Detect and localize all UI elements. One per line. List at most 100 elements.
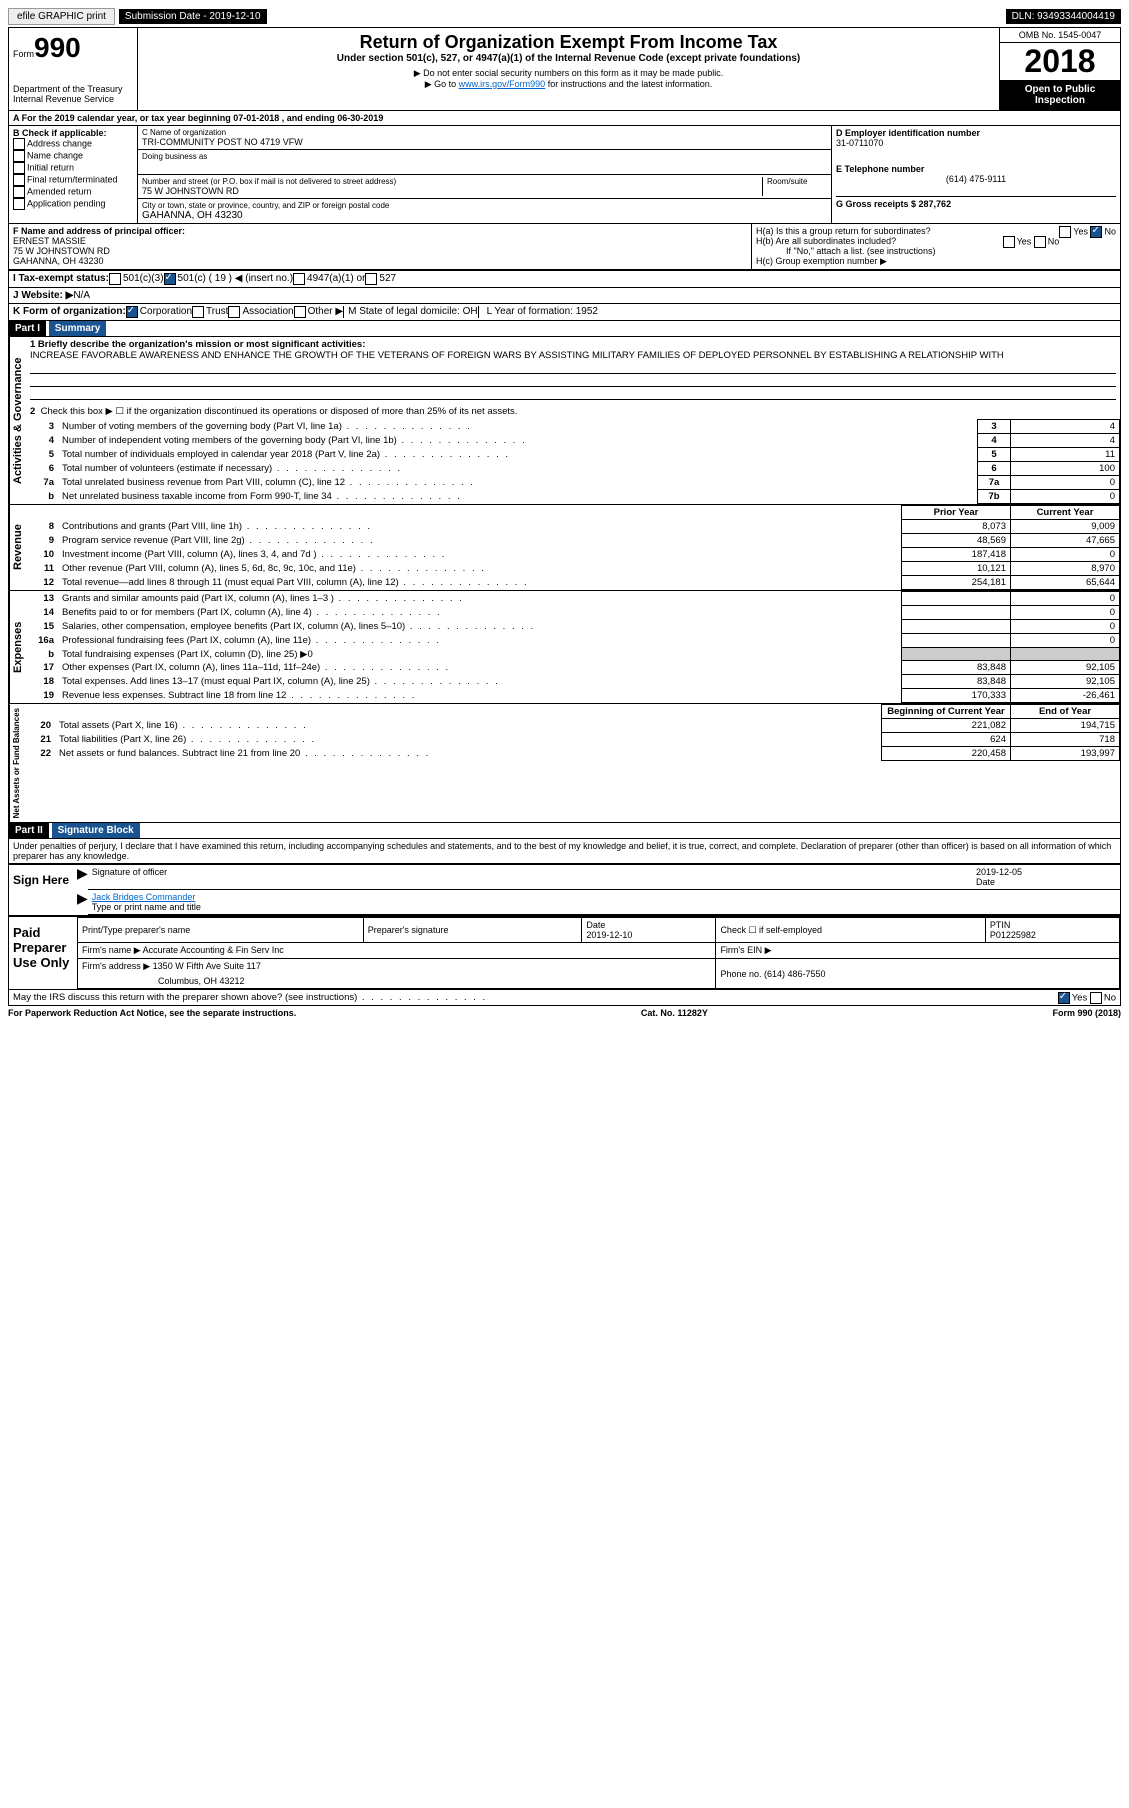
sig-officer-label: Signature of officer bbox=[92, 867, 167, 877]
table-row: bNet unrelated business taxable income f… bbox=[26, 490, 1120, 504]
table-row: 12Total revenue—add lines 8 through 11 (… bbox=[26, 576, 1120, 590]
col-prior: Prior Year bbox=[902, 506, 1011, 520]
note-goto-pre: ▶ Go to bbox=[425, 79, 459, 89]
cb-4947[interactable] bbox=[293, 273, 305, 285]
officer-name: ERNEST MASSIE bbox=[13, 236, 747, 246]
footer: For Paperwork Reduction Act Notice, see … bbox=[8, 1006, 1121, 1020]
section-m: M State of legal domicile: OH bbox=[343, 306, 478, 318]
form-org-label: K Form of organization: bbox=[13, 306, 126, 318]
revenue-table: Prior YearCurrent Year 8Contributions an… bbox=[26, 505, 1120, 590]
paperwork-notice: For Paperwork Reduction Act Notice, see … bbox=[8, 1008, 296, 1018]
part1-header-row: Part I Summary bbox=[9, 321, 1120, 337]
line1-label: 1 Briefly describe the organization's mi… bbox=[30, 339, 365, 350]
discuss-yes[interactable] bbox=[1058, 992, 1070, 1004]
dln: DLN: 93493344004419 bbox=[1006, 9, 1121, 24]
discuss-no[interactable] bbox=[1090, 992, 1102, 1004]
checkbox-final-return[interactable] bbox=[13, 174, 25, 186]
ha-yes[interactable] bbox=[1059, 226, 1071, 238]
cb-trust[interactable] bbox=[192, 306, 204, 318]
firm-addr-label: Firm's address ▶ bbox=[82, 961, 150, 971]
tax-exempt-label: I Tax-exempt status: bbox=[13, 273, 109, 285]
part1-header: Part I bbox=[9, 321, 46, 336]
ha-no[interactable] bbox=[1090, 226, 1102, 238]
opt-corp: Corporation bbox=[140, 306, 192, 318]
discuss-text: May the IRS discuss this return with the… bbox=[13, 992, 357, 1003]
paid-preparer-label: Paid Preparer Use Only bbox=[9, 917, 77, 989]
section-h: H(a) Is this a group return for subordin… bbox=[751, 224, 1120, 269]
col-current: Current Year bbox=[1011, 506, 1120, 520]
net-table: Beginning of Current YearEnd of Year 20T… bbox=[23, 704, 1120, 761]
sig-date: 2019-12-05 bbox=[976, 867, 1022, 877]
note-goto-post: for instructions and the latest informat… bbox=[545, 79, 712, 89]
ptin: P01225982 bbox=[990, 930, 1036, 940]
opt-4947: 4947(a)(1) or bbox=[307, 273, 365, 285]
checkbox-application-pending[interactable] bbox=[13, 198, 25, 210]
org-name-label: C Name of organization bbox=[142, 128, 827, 137]
expense-section: Expenses 13Grants and similar amounts pa… bbox=[9, 590, 1120, 703]
opt-501c3: 501(c)(3) bbox=[123, 273, 164, 285]
hb-yes[interactable] bbox=[1003, 236, 1015, 248]
checkbox-address-change[interactable] bbox=[13, 138, 25, 150]
cb-label-2: Initial return bbox=[27, 162, 74, 172]
officer-name-link[interactable]: Jack Bridges Commander bbox=[92, 892, 196, 902]
blank-line bbox=[30, 376, 1116, 387]
ein-label: D Employer identification number bbox=[836, 128, 1116, 138]
cb-527[interactable] bbox=[365, 273, 377, 285]
line1-text: INCREASE FAVORABLE AWARENESS AND ENHANCE… bbox=[30, 350, 1004, 361]
table-row: 14Benefits paid to or for members (Part … bbox=[26, 606, 1120, 620]
table-row: 19Revenue less expenses. Subtract line 1… bbox=[26, 689, 1120, 703]
opt-other: Other ▶ bbox=[308, 306, 343, 318]
col-begin: Beginning of Current Year bbox=[882, 705, 1011, 719]
expense-table: 13Grants and similar amounts paid (Part … bbox=[26, 591, 1120, 703]
cb-corp[interactable] bbox=[126, 306, 138, 318]
paid-preparer-section: Paid Preparer Use Only Print/Type prepar… bbox=[9, 915, 1120, 989]
summary-body: Activities & Governance 1 Briefly descri… bbox=[9, 337, 1120, 504]
table-row: 4Number of independent voting members of… bbox=[26, 434, 1120, 448]
irs-link[interactable]: www.irs.gov/Form990 bbox=[459, 79, 546, 89]
form-990: Form990 Department of the Treasury Inter… bbox=[8, 27, 1121, 1006]
summary-top-rows: 3Number of voting members of the governi… bbox=[26, 419, 1120, 504]
firm-addr2: Columbus, OH 43212 bbox=[78, 974, 716, 989]
form-header: Form990 Department of the Treasury Inter… bbox=[9, 28, 1120, 111]
phone-value: (614) 475-9111 bbox=[836, 174, 1116, 184]
section-l: L Year of formation: 1952 bbox=[478, 306, 606, 318]
form-number: 990 bbox=[34, 32, 81, 63]
ha-label: H(a) Is this a group return for subordin… bbox=[756, 226, 931, 236]
hb-no[interactable] bbox=[1034, 236, 1046, 248]
efile-print-button[interactable]: efile GRAPHIC print bbox=[8, 8, 115, 25]
type-label: Type or print name and title bbox=[92, 902, 201, 912]
cb-assoc[interactable] bbox=[228, 306, 240, 318]
prep-date: 2019-12-10 bbox=[586, 930, 632, 940]
line2-text: Check this box ▶ ☐ if the organization d… bbox=[41, 406, 518, 417]
ein-value: 31-0711070 bbox=[836, 138, 1116, 148]
org-name: TRI-COMMUNITY POST NO 4719 VFW bbox=[142, 137, 827, 147]
cb-other[interactable] bbox=[294, 306, 306, 318]
checkbox-name-change[interactable] bbox=[13, 150, 25, 162]
penalties-text: Under penalties of perjury, I declare th… bbox=[9, 839, 1120, 863]
table-row: 11Other revenue (Part VIII, column (A), … bbox=[26, 562, 1120, 576]
checkbox-amended[interactable] bbox=[13, 186, 25, 198]
arrow-icon: ▶ bbox=[77, 865, 88, 890]
prep-sig-label: Preparer's signature bbox=[363, 918, 582, 943]
form-footer: Form 990 (2018) bbox=[1052, 1008, 1121, 1018]
cb-label-1: Name change bbox=[27, 150, 83, 160]
cb-501c[interactable] bbox=[164, 273, 176, 285]
section-b-label: B Check if applicable: bbox=[13, 128, 133, 138]
prep-date-label: Date bbox=[586, 920, 605, 930]
form-title: Return of Organization Exempt From Incom… bbox=[142, 32, 995, 53]
section-i: I Tax-exempt status: 501(c)(3) 501(c) ( … bbox=[9, 270, 1120, 288]
top-bar: efile GRAPHIC print Submission Date - 20… bbox=[8, 8, 1121, 25]
part2-header-row: Part II Signature Block bbox=[9, 822, 1120, 839]
checkbox-initial-return[interactable] bbox=[13, 162, 25, 174]
check-self-employed: Check ☐ if self-employed bbox=[716, 918, 985, 943]
firm-name: Accurate Accounting & Fin Serv Inc bbox=[143, 945, 284, 955]
vlabel-expenses: Expenses bbox=[9, 591, 26, 703]
dba-label: Doing business as bbox=[142, 152, 827, 161]
submission-date: Submission Date - 2019-12-10 bbox=[119, 9, 267, 24]
hb-note: If "No," attach a list. (see instruction… bbox=[756, 246, 1116, 256]
cb-label-0: Address change bbox=[27, 138, 92, 148]
vlabel-activities: Activities & Governance bbox=[9, 337, 26, 504]
sign-here-section: Sign Here ▶ Signature of officer 2019-12… bbox=[9, 863, 1120, 915]
cb-501c3[interactable] bbox=[109, 273, 121, 285]
hc-label: H(c) Group exemption number ▶ bbox=[756, 256, 1116, 267]
